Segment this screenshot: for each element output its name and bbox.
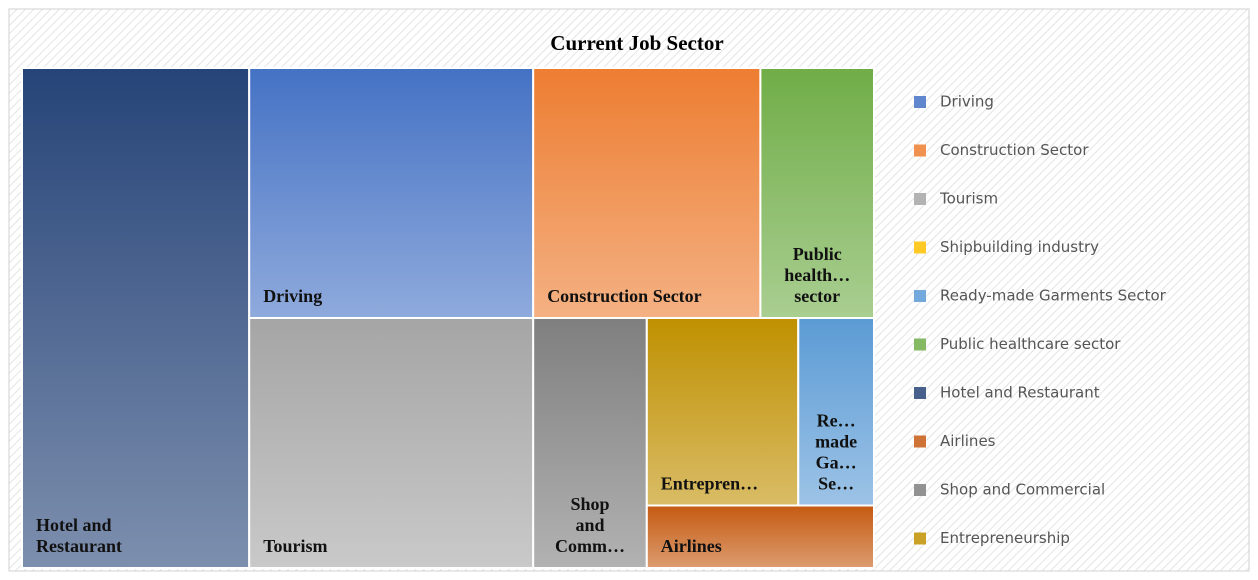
tile [759, 67, 876, 319]
tile-label: Restaurant [36, 536, 122, 556]
tile-label: and [575, 515, 604, 535]
tile [532, 317, 648, 569]
tile-label: Re… [817, 411, 856, 431]
legend-label: Public healthcare sector [940, 335, 1121, 353]
legend-swatch [914, 435, 926, 448]
legend-label: Tourism [939, 190, 998, 208]
tile [645, 504, 875, 569]
tile-label: Shop [570, 494, 609, 514]
tile-label: sector [794, 286, 840, 306]
chart-title: Current Job Sector [550, 31, 723, 55]
legend-swatch [914, 193, 926, 205]
tile-label: Public [793, 244, 842, 264]
legend-swatch [914, 484, 926, 496]
legend-swatch [914, 338, 926, 351]
tile-label: Driving [263, 286, 322, 306]
legend-label: Shipbuilding industry [940, 238, 1099, 256]
tile-label: Ga… [816, 453, 857, 473]
tile [21, 67, 251, 569]
legend-swatch [914, 144, 926, 157]
legend-swatch [914, 96, 926, 108]
legend-swatch [914, 532, 926, 545]
legend-label: Airlines [940, 432, 996, 450]
legend-label: Shop and Commercial [940, 481, 1105, 499]
tile-label: Hotel and [36, 515, 112, 535]
legend-swatch [914, 241, 926, 254]
legend-label: Entrepreneurship [940, 529, 1070, 547]
tile-label: Entrepren… [661, 474, 758, 494]
tile-label: Se… [818, 474, 854, 494]
tile [248, 67, 535, 319]
legend-swatch [914, 290, 926, 302]
tile-label: Construction Sector [547, 286, 701, 306]
tile-label: Comm… [555, 536, 625, 556]
legend-label: Ready-made Garments Sector [940, 287, 1167, 305]
tile-label: Airlines [661, 536, 722, 556]
tile-label: made [815, 432, 857, 452]
legend-label: Driving [940, 93, 994, 111]
tile [645, 317, 800, 507]
tile [532, 67, 762, 319]
tile-label: health… [784, 265, 850, 285]
legend-label: Construction Sector [940, 141, 1089, 159]
tile [248, 317, 535, 569]
tile-label: Tourism [263, 536, 327, 556]
legend-swatch [914, 387, 926, 399]
legend-label: Hotel and Restaurant [940, 384, 1100, 402]
